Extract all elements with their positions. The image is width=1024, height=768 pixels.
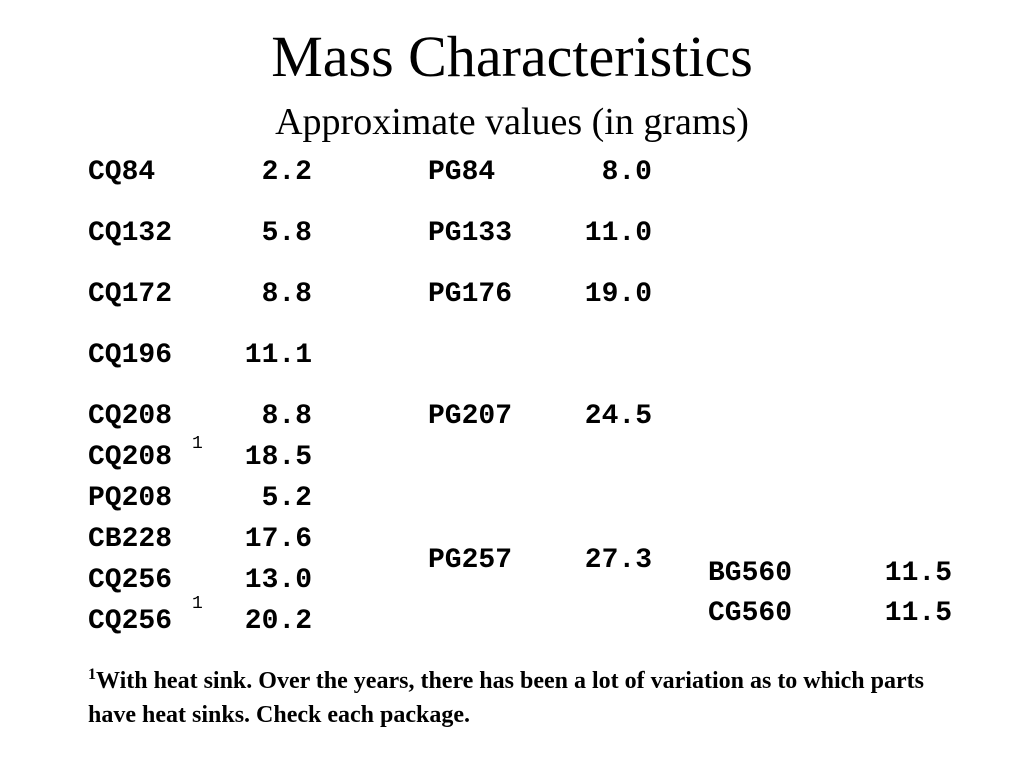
part-mass: 5.8	[261, 218, 312, 249]
part-name: CQ132	[88, 218, 173, 249]
part-name: CQ256	[88, 565, 173, 596]
part-name: CQ256	[88, 606, 173, 637]
footnote: 1With heat sink. Over the years, there h…	[88, 664, 958, 732]
footnote-marker: 1	[192, 594, 203, 614]
slide-title: Mass Characteristics	[271, 24, 753, 89]
part-name: PG207	[428, 401, 513, 432]
footnote-marker: 1	[88, 666, 96, 683]
part-mass: 11.5	[884, 558, 952, 589]
part-mass: 11.1	[244, 340, 312, 371]
part-name: PG176	[428, 279, 513, 310]
part-mass: 18.5	[244, 442, 312, 473]
part-mass: 27.3	[584, 545, 652, 576]
footnote-text: With heat sink. Over the years, there ha…	[88, 668, 924, 728]
part-name: PG133	[428, 218, 513, 249]
footnote-marker: 1	[192, 434, 203, 454]
part-name: CQ172	[88, 279, 173, 310]
part-mass: 20.2	[244, 606, 312, 637]
part-mass: 11.0	[584, 218, 652, 249]
part-name: CQ196	[88, 340, 173, 371]
part-mass: 24.5	[584, 401, 652, 432]
part-name: CG560	[708, 598, 793, 629]
part-mass: 5.2	[261, 483, 312, 514]
part-name: CB228	[88, 524, 173, 555]
part-name: CQ84	[88, 157, 156, 188]
part-name: PQ208	[88, 483, 173, 514]
slide-subtitle: Approximate values (in grams)	[275, 101, 749, 143]
part-mass: 8.0	[601, 157, 652, 188]
part-mass: 13.0	[244, 565, 312, 596]
part-mass: 2.2	[261, 157, 312, 188]
part-name: CQ208	[88, 401, 173, 432]
part-mass: 8.8	[261, 401, 312, 432]
part-mass: 11.5	[884, 598, 952, 629]
part-mass: 19.0	[584, 279, 652, 310]
part-mass: 8.8	[261, 279, 312, 310]
part-name: PG84	[428, 157, 496, 188]
part-mass: 17.6	[244, 524, 312, 555]
part-name: CQ208	[88, 442, 173, 473]
part-name: PG257	[428, 545, 513, 576]
part-name: BG560	[708, 558, 793, 589]
